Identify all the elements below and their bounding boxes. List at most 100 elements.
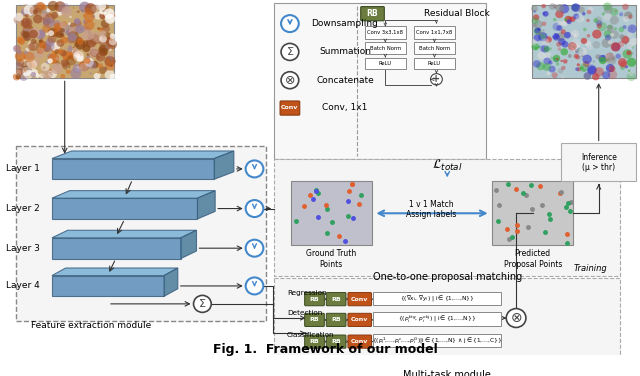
Text: Layer 2: Layer 2: [6, 204, 40, 213]
Circle shape: [41, 4, 47, 10]
Circle shape: [48, 30, 54, 36]
Circle shape: [28, 43, 35, 51]
Circle shape: [246, 200, 263, 217]
Circle shape: [22, 31, 29, 38]
Circle shape: [619, 34, 625, 39]
Circle shape: [541, 21, 547, 26]
Bar: [291, 181, 372, 246]
Circle shape: [88, 35, 91, 38]
Circle shape: [20, 24, 22, 26]
Circle shape: [109, 43, 113, 48]
Circle shape: [609, 53, 612, 56]
Circle shape: [79, 61, 86, 68]
Circle shape: [538, 52, 546, 60]
Text: Conv 1x1,7x8: Conv 1x1,7x8: [417, 30, 452, 35]
Circle shape: [564, 32, 571, 38]
Circle shape: [63, 66, 65, 68]
Circle shape: [431, 74, 442, 85]
Circle shape: [110, 65, 113, 67]
Circle shape: [541, 4, 546, 8]
Circle shape: [29, 12, 34, 17]
Circle shape: [68, 23, 71, 25]
Circle shape: [99, 36, 106, 43]
Circle shape: [104, 8, 115, 19]
Circle shape: [106, 36, 115, 45]
Circle shape: [24, 15, 26, 16]
Circle shape: [61, 36, 68, 44]
Circle shape: [610, 16, 619, 25]
Circle shape: [37, 50, 40, 53]
Circle shape: [75, 67, 81, 72]
Circle shape: [109, 21, 111, 23]
Circle shape: [17, 59, 24, 67]
Polygon shape: [52, 151, 234, 159]
Bar: [561, 143, 636, 181]
Circle shape: [585, 40, 591, 46]
Circle shape: [583, 28, 587, 31]
Circle shape: [281, 72, 299, 89]
Circle shape: [99, 48, 108, 56]
Text: Conv: Conv: [351, 297, 369, 302]
Circle shape: [68, 27, 77, 34]
Circle shape: [13, 45, 20, 52]
Circle shape: [81, 10, 83, 12]
Circle shape: [88, 31, 92, 35]
Circle shape: [100, 4, 109, 12]
Circle shape: [556, 58, 559, 61]
Circle shape: [56, 31, 63, 38]
Circle shape: [56, 70, 58, 72]
Circle shape: [68, 45, 72, 49]
Bar: [414, 42, 455, 54]
Circle shape: [74, 18, 81, 24]
Text: RB: RB: [367, 9, 378, 18]
Bar: [15, 5, 114, 78]
Circle shape: [575, 50, 579, 53]
Circle shape: [548, 66, 556, 73]
Circle shape: [543, 46, 550, 52]
Circle shape: [105, 14, 115, 24]
Circle shape: [604, 59, 607, 62]
Circle shape: [97, 27, 101, 31]
Circle shape: [66, 55, 77, 65]
Circle shape: [83, 21, 88, 25]
Circle shape: [561, 66, 566, 70]
Circle shape: [534, 27, 541, 35]
Circle shape: [20, 4, 32, 15]
Circle shape: [38, 39, 43, 43]
Circle shape: [35, 40, 36, 42]
Circle shape: [31, 53, 36, 58]
Text: Batch Norm: Batch Norm: [370, 45, 401, 51]
Circle shape: [39, 14, 48, 23]
Circle shape: [100, 28, 103, 30]
Circle shape: [111, 58, 113, 60]
Text: Residual Block: Residual Block: [424, 9, 490, 18]
Circle shape: [556, 10, 564, 18]
Circle shape: [109, 76, 111, 78]
Circle shape: [22, 24, 34, 35]
Circle shape: [51, 12, 58, 18]
Circle shape: [554, 58, 559, 62]
Text: Layer 3: Layer 3: [6, 244, 40, 253]
Circle shape: [582, 55, 592, 64]
Circle shape: [83, 44, 90, 52]
Circle shape: [45, 41, 52, 48]
Bar: [414, 58, 455, 69]
Circle shape: [596, 20, 602, 26]
Circle shape: [42, 68, 53, 79]
Circle shape: [48, 27, 58, 37]
Text: $\mathcal{L}_{total}$: $\mathcal{L}_{total}$: [432, 158, 463, 173]
Circle shape: [561, 48, 568, 56]
Circle shape: [564, 18, 567, 21]
Circle shape: [40, 18, 42, 20]
Circle shape: [56, 39, 65, 47]
Circle shape: [582, 68, 586, 72]
Circle shape: [90, 49, 99, 57]
Circle shape: [563, 59, 568, 64]
Circle shape: [579, 6, 585, 13]
Circle shape: [57, 49, 63, 55]
Circle shape: [571, 30, 579, 38]
FancyBboxPatch shape: [305, 335, 324, 348]
Circle shape: [47, 58, 53, 63]
Circle shape: [17, 50, 22, 55]
Circle shape: [89, 7, 90, 8]
